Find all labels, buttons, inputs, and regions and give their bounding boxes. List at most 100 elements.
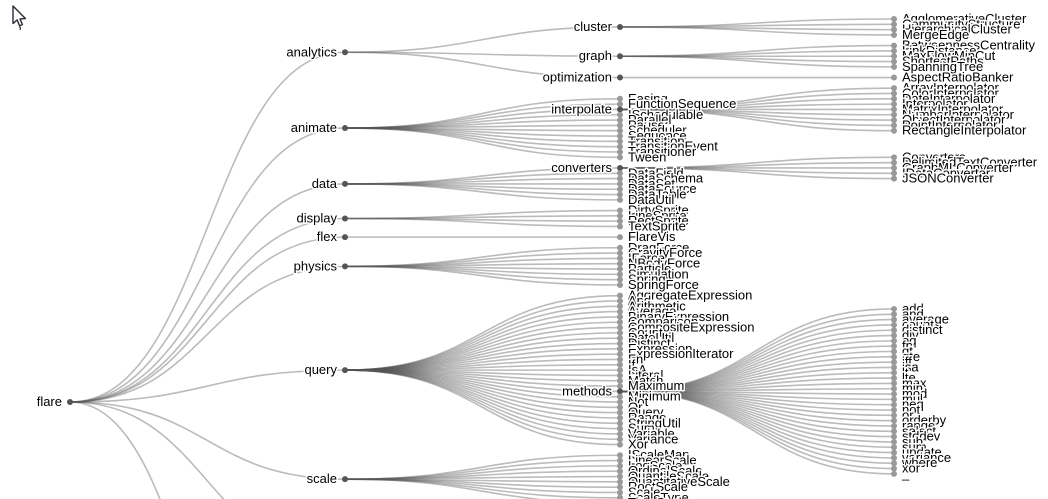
tree-link-physics-gravityforce <box>344 252 621 268</box>
node-dot-arithmetic <box>617 303 623 310</box>
tree-link-methods-sum <box>619 390 895 449</box>
node-dot-select <box>891 428 897 435</box>
node-dot-spanningtree <box>891 63 897 70</box>
tree-link-flare-flex <box>69 236 346 403</box>
node-label-scheduler: Scheduler <box>628 123 687 138</box>
node-dot-maxflowmincut <box>891 53 897 60</box>
tree-link-methods-min <box>619 387 895 393</box>
node-dot-sum <box>617 425 623 432</box>
node-dot-ischedulable <box>617 111 623 118</box>
node-label-flarevis: FlareVis <box>628 229 676 244</box>
node-label-springforce: SpringForce <box>628 277 699 292</box>
node-dot-gte <box>891 353 897 360</box>
node-dot-cluster <box>617 23 623 30</box>
node-label-maximum: Maximum <box>628 378 684 393</box>
node-label-rectsprite: RectSprite <box>628 213 689 228</box>
node-dot-functionsequence <box>617 101 623 108</box>
node-dot-scale <box>342 476 348 483</box>
node-label-mod: mod <box>902 386 927 401</box>
tree-link-methods-fn <box>619 345 895 393</box>
node-label-dataschema: DataSchema <box>628 171 704 186</box>
node-label-query: query <box>304 362 337 377</box>
node-dot-rectsprite <box>617 218 623 225</box>
node-label-hierarchicalcluster: HierarchicalCluster <box>902 22 1012 37</box>
nodes-layer <box>67 16 897 499</box>
node-dot-max <box>891 380 897 387</box>
tree-link-converters-idataconverter <box>619 167 895 175</box>
node-label-expression: Expression <box>628 341 692 356</box>
node-label-sequence: Sequence <box>628 128 687 143</box>
node-dot-variance <box>891 454 897 461</box>
tree-link-data-dataschema <box>344 177 621 185</box>
node-label-rectangleinterpolator: RectangleInterpolator <box>902 123 1027 138</box>
tree-link-query-sum <box>344 369 621 430</box>
node-dot-dateinterpolator <box>891 95 897 102</box>
node-dot-datasource <box>617 186 623 193</box>
tree-link-methods-range <box>619 390 895 427</box>
tree-link-query-distinct <box>344 342 621 371</box>
tree-link-flare-data <box>69 183 346 403</box>
tree-link-methods-select <box>619 390 895 433</box>
node-dot-flare <box>67 399 73 405</box>
node-label-transitioner: Transitioner <box>628 144 697 159</box>
node-dot-datatable <box>617 191 623 198</box>
node-label-fn: Fn <box>628 351 643 366</box>
node-dot-objectinterpolator <box>891 117 897 124</box>
node-label-isa: isa <box>902 359 919 374</box>
tree-link-physics-spring <box>344 265 621 281</box>
node-label-sum: Sum <box>628 421 655 436</box>
node-label-dateutil: DateUtil <box>628 330 674 345</box>
tree-link-query-xor <box>344 369 621 446</box>
node-dot-idataconverter <box>891 170 897 177</box>
node-dot-dataset <box>617 180 623 187</box>
node-dot-stddev <box>891 433 897 440</box>
tree-link-query-literal <box>344 369 621 377</box>
tree-link-flare-display <box>69 217 346 403</box>
tree-link-query-comparison <box>344 321 621 371</box>
tree-link-display-textsprite <box>344 217 621 228</box>
node-label-matrixinterpolator: MatrixInterpolator <box>902 101 1004 116</box>
tree-link-animate-pause <box>344 124 621 129</box>
tree-link-cluster-agglomerativecluster <box>619 18 895 28</box>
tree-link-interpolate-objectinterpolator <box>619 108 895 121</box>
tree-link-methods-isa <box>619 366 895 393</box>
node-label-converters: converters <box>551 160 612 175</box>
tree-link-query-arithmetic <box>344 305 621 371</box>
node-label-simulation: Simulation <box>628 266 689 281</box>
tree-link-query-stringutil <box>344 369 621 425</box>
node-label-variance: Variance <box>628 431 678 446</box>
tree-link-query-match <box>344 369 621 382</box>
tree-link-graph-betweennesscentrality <box>619 44 895 58</box>
node-dot-arrayinterpolator <box>891 85 897 92</box>
tree-link-cluster-communitystructure <box>619 23 895 28</box>
node-label-idataconverter: IDataConverter <box>902 165 991 180</box>
tree-link-physics-particle <box>344 265 621 270</box>
tree-link-animate-sequence <box>344 127 621 137</box>
tree-link-methods-eq <box>619 340 895 393</box>
tree-link-query-expressioniterator <box>344 353 621 371</box>
tree-link-methods-_ <box>619 390 895 475</box>
node-label-range: Range <box>628 410 666 425</box>
node-label-particle: Particle <box>628 261 671 276</box>
node-label-gravityforce: GravityForce <box>628 245 702 260</box>
node-label-nbodyforce: NBodyForce <box>628 256 700 271</box>
node-dot-range <box>617 415 623 421</box>
node-dot-aggregateexpression <box>617 292 623 299</box>
node-dot-average <box>617 308 623 315</box>
node-label-communitystructure: CommunityStructure <box>902 16 1020 31</box>
node-label-tween: Tween <box>628 149 666 164</box>
tree-link-converters-converters <box>619 156 895 169</box>
tree-link-query-count <box>344 332 621 371</box>
node-label-ischedulable: ISchedulable <box>628 107 703 122</box>
node-dot-graph <box>617 53 623 60</box>
node-label-data: data <box>312 176 338 191</box>
node-dot-matrixinterpolator <box>891 106 897 113</box>
node-label-colorinterpolator: ColorInterpolator <box>902 85 999 100</box>
tree-link-animate-parallel <box>344 119 621 129</box>
tree-link-methods-not <box>619 390 895 411</box>
node-label-ordinalscale: OrdinalScale <box>628 463 702 478</box>
tree-link-interpolate-interpolator <box>619 103 895 111</box>
node-label-objectinterpolator: ObjectInterpolator <box>902 112 1006 127</box>
node-dot-aspectratiobanker <box>891 74 897 81</box>
tree-link-methods-or <box>619 390 895 417</box>
